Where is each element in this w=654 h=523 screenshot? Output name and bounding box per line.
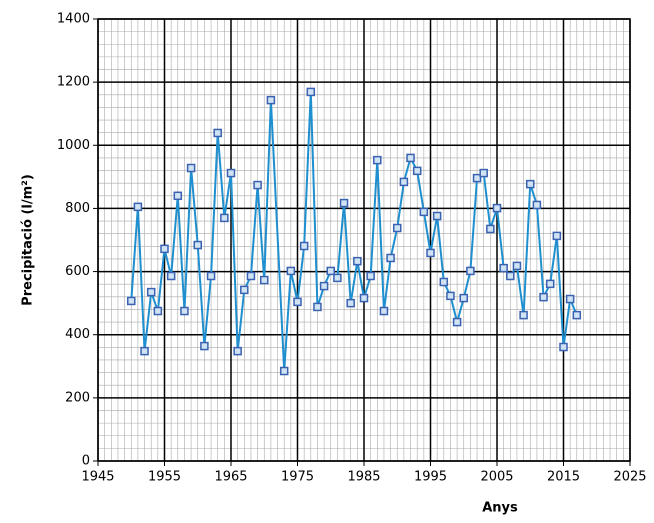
point [153, 306, 163, 316]
point [160, 244, 169, 254]
point [233, 346, 242, 356]
point [539, 292, 548, 302]
point [266, 95, 276, 105]
point [472, 173, 482, 183]
point [333, 273, 342, 283]
plot-frame [97, 18, 631, 462]
point [293, 297, 302, 307]
x-tick-label: 1965 [214, 470, 247, 485]
point [246, 271, 256, 281]
point [399, 177, 409, 187]
point [339, 198, 349, 208]
x-tick-label: 2005 [480, 470, 513, 485]
point [353, 256, 362, 266]
point [486, 224, 495, 234]
point [260, 275, 269, 285]
point [373, 155, 382, 165]
y-tick-label: 600 [65, 264, 90, 279]
point [519, 310, 528, 320]
y-tick-label: 800 [65, 201, 90, 216]
x-tick-label: 1955 [148, 470, 181, 485]
x-tick-label: 1985 [347, 470, 380, 485]
y-tick-label: 200 [65, 390, 90, 405]
x-axis-label: Anys [482, 501, 518, 516]
point [419, 207, 429, 217]
point [559, 342, 568, 352]
point [306, 87, 316, 97]
point [459, 293, 468, 303]
point [173, 191, 183, 201]
point [379, 306, 389, 316]
point [299, 241, 309, 251]
point [127, 296, 136, 306]
point [439, 277, 449, 287]
point [526, 179, 535, 189]
point [452, 317, 462, 327]
point [565, 294, 575, 304]
x-tick-label: 1945 [81, 470, 114, 485]
point [240, 285, 249, 295]
point [552, 231, 562, 241]
point [545, 279, 555, 289]
point [492, 203, 502, 213]
point [366, 271, 375, 281]
point [186, 163, 196, 173]
point [346, 298, 355, 308]
point [206, 271, 216, 281]
x-tick-label: 1975 [281, 470, 314, 485]
point [466, 266, 475, 276]
point [146, 287, 156, 297]
point [479, 168, 488, 178]
point [326, 266, 335, 276]
point [213, 128, 222, 138]
point [412, 166, 422, 176]
point [446, 291, 455, 301]
y-axis-label: Precipitació (l/m²) [21, 174, 36, 306]
point [319, 281, 329, 291]
point [220, 213, 229, 223]
point [406, 153, 415, 163]
x-tick-label: 1995 [414, 470, 447, 485]
point [286, 266, 296, 276]
point [426, 248, 435, 258]
point [432, 211, 442, 221]
y-tick-label: 1400 [57, 12, 90, 27]
point [512, 261, 522, 271]
point [140, 346, 149, 356]
point [386, 253, 395, 263]
point [253, 180, 262, 190]
point [393, 223, 402, 233]
point [200, 341, 209, 351]
point [532, 200, 542, 210]
point [193, 240, 202, 250]
y-tick-label: 0 [82, 454, 90, 469]
point [572, 310, 582, 320]
y-tick-label: 1000 [57, 138, 90, 153]
point [499, 263, 508, 273]
point [313, 302, 322, 312]
point [279, 366, 289, 376]
x-tick-label: 2015 [547, 470, 580, 485]
y-tick-label: 1200 [57, 75, 90, 90]
point [166, 271, 176, 281]
line [130, 91, 578, 372]
point [226, 168, 236, 178]
x-tick-label: 2025 [613, 470, 646, 485]
point [506, 271, 515, 281]
point [133, 202, 143, 212]
point [180, 306, 189, 316]
point [359, 293, 369, 303]
y-tick-label: 400 [65, 327, 90, 342]
